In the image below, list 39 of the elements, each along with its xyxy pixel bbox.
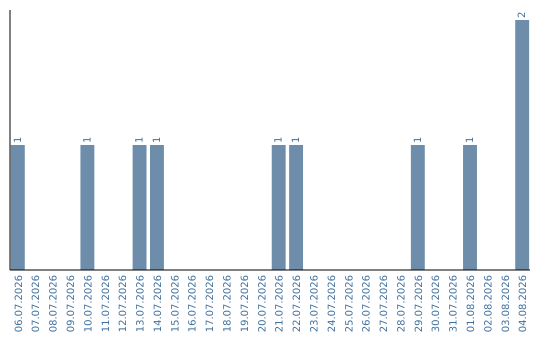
data-label: 1 — [291, 136, 302, 143]
x-tick-label: 20.07.2026 — [257, 275, 268, 332]
data-label: 1 — [12, 136, 24, 143]
x-tick-label: 27.07.2026 — [379, 275, 390, 332]
x-tick-label: 08.07.2026 — [48, 275, 60, 332]
x-tick-label: 07.07.2026 — [31, 275, 42, 332]
x-tick-label: 09.07.2026 — [66, 275, 77, 332]
x-tick-label: 28.07.2026 — [396, 275, 408, 332]
data-label: 1 — [134, 136, 146, 143]
x-tick-label: 26.07.2026 — [362, 275, 373, 332]
x-tick-label: 23.07.2026 — [309, 275, 320, 332]
x-tick-label: 14.07.2026 — [152, 275, 164, 332]
x-tick-label: 01.08.2026 — [466, 275, 477, 332]
x-tick-label: 25.07.2026 — [344, 275, 356, 332]
x-tick-label: 02.08.2026 — [483, 275, 494, 332]
data-label: 1 — [82, 136, 94, 143]
x-tick-label: 24.07.2026 — [326, 275, 338, 332]
x-tick-label: 13.07.2026 — [136, 275, 147, 332]
x-tick-label: 21.07.2026 — [274, 275, 286, 332]
x-tick-label: 04.08.2026 — [518, 275, 530, 332]
data-label: 1 — [274, 136, 285, 143]
x-tick-label: 17.07.2026 — [205, 275, 216, 332]
data-label: 1 — [465, 136, 476, 143]
data-label: 1 — [152, 136, 163, 143]
x-tick-label: 11.07.2026 — [100, 275, 112, 332]
x-tick-label: 30.07.2026 — [431, 275, 442, 332]
data-label: 1 — [412, 136, 424, 143]
x-tick-label: 31.07.2026 — [448, 275, 460, 332]
x-tick-label: 03.08.2026 — [500, 275, 512, 332]
x-tick-label: 10.07.2026 — [83, 275, 94, 332]
x-tick-label: 18.07.2026 — [222, 275, 234, 332]
x-tick-label: 19.07.2026 — [240, 275, 251, 332]
data-label: 2 — [517, 12, 528, 18]
x-tick-label: 12.07.2026 — [118, 275, 130, 332]
x-tick-label: 15.07.2026 — [170, 275, 182, 332]
x-tick-label: 06.07.2026 — [14, 275, 25, 332]
x-tick-label: 29.07.2026 — [414, 275, 425, 332]
x-tick-label: 22.07.2026 — [292, 275, 304, 332]
x-tick-label: 16.07.2026 — [188, 275, 199, 332]
